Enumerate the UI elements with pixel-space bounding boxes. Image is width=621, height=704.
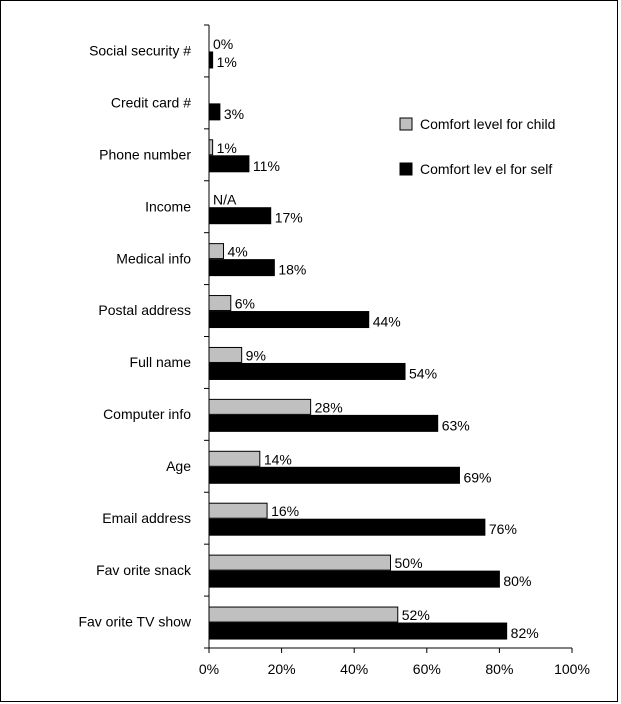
legend-label-child: Comfort level for child [420, 116, 555, 132]
x-tick-label: 80% [485, 661, 513, 677]
bar-child [208, 243, 225, 260]
bar-self [208, 155, 250, 173]
data-label-child: 16% [271, 503, 299, 519]
bar-child [208, 346, 243, 363]
category-label: Fav orite snack [96, 562, 192, 578]
data-label-child: 14% [264, 451, 292, 467]
data-label-self: 18% [278, 262, 306, 278]
bar-child [208, 295, 232, 312]
data-label-self: 76% [489, 521, 517, 537]
bar-self [208, 570, 500, 588]
data-label-child: 9% [246, 347, 266, 363]
x-tick-label: 100% [554, 661, 590, 677]
category-label: Computer info [103, 406, 191, 422]
data-label-self: 80% [503, 573, 531, 589]
data-label-child: 6% [235, 296, 255, 312]
legend-swatch-self [399, 162, 413, 176]
data-label-self: 82% [511, 625, 539, 641]
legend-label-self: Comfort lev el for self [420, 161, 552, 177]
bar-child [208, 502, 268, 519]
data-label-child: 50% [395, 555, 423, 571]
bar-self [208, 622, 508, 640]
bar-self [208, 103, 221, 121]
data-label-self: 1% [217, 54, 237, 70]
category-label: Postal address [98, 302, 191, 318]
bar-child [208, 398, 312, 415]
data-label-self: 69% [463, 469, 491, 485]
x-tick-label: 60% [413, 661, 441, 677]
bar-child [208, 554, 391, 571]
category-label: Income [145, 198, 191, 214]
bar-self [208, 51, 214, 69]
x-tick-label: 20% [268, 661, 296, 677]
x-tick-label: 0% [199, 661, 219, 677]
data-label-child: 1% [217, 140, 237, 156]
category-label: Age [166, 458, 191, 474]
legend-swatch-child [399, 117, 413, 131]
bar-self [208, 362, 406, 380]
bar-self [208, 518, 486, 536]
data-label-child: N/A [213, 192, 237, 208]
category-label: Social security # [89, 43, 191, 59]
category-label: Email address [102, 510, 191, 526]
bar-self [208, 311, 370, 329]
data-label-self: 54% [409, 365, 437, 381]
category-label: Phone number [99, 146, 191, 162]
category-label: Credit card # [111, 95, 191, 111]
bar-self [208, 466, 460, 484]
bar-child [208, 139, 214, 156]
data-label-self: 17% [275, 210, 303, 226]
data-label-self: 11% [253, 158, 280, 174]
bar-self [208, 259, 275, 277]
category-label: Full name [130, 354, 192, 370]
category-label: Fav orite TV show [78, 614, 191, 630]
x-tick-label: 40% [340, 661, 368, 677]
data-label-child: 52% [402, 607, 430, 623]
data-label-child: 28% [315, 399, 343, 415]
bar-self [208, 207, 272, 225]
bar-child [208, 450, 261, 467]
data-label-self: 63% [442, 417, 470, 433]
data-label-self: 44% [373, 314, 401, 330]
category-label: Medical info [116, 250, 191, 266]
data-label-child: 4% [228, 244, 248, 260]
data-label-child: 0% [213, 36, 233, 52]
bar-self [208, 414, 439, 432]
data-label-self: 3% [224, 106, 244, 122]
bar-child [208, 606, 399, 623]
